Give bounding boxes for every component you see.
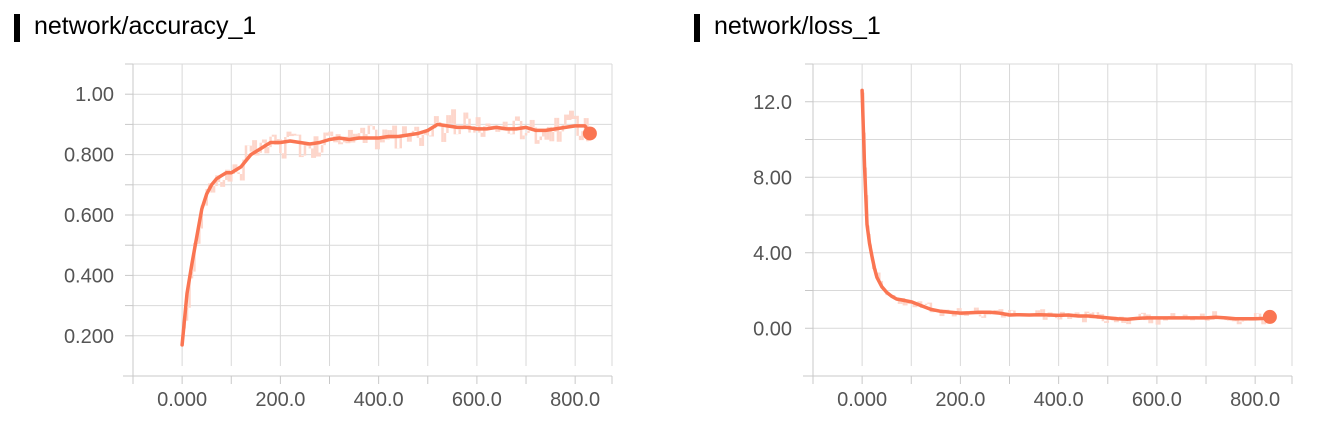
grid: [812, 63, 1293, 366]
x-axis: 0.000 200.0 400.0 600.0 800.0: [812, 376, 1293, 411]
y-tick-label: 0.600: [64, 205, 114, 227]
loss-chart-panel: network/loss_1 0.00 4.00 8.00 12.0 0.000 200.…: [680, 0, 1330, 428]
y-tick-label: 0.400: [64, 265, 114, 287]
series-line: [860, 88, 1272, 321]
x-tick-label: 200.0: [255, 389, 305, 411]
x-tick-label: 600.0: [1132, 389, 1182, 411]
x-tick-label: 200.0: [935, 389, 985, 411]
y-tick-label: 0.800: [64, 145, 114, 167]
chart-title: network/loss_1: [714, 12, 881, 40]
x-tick-label: 0.000: [157, 389, 207, 411]
x-tick-label: 0.000: [837, 389, 887, 411]
series-endpoint-marker[interactable]: [1262, 309, 1277, 324]
x-axis: 0.000 200.0 400.0 600.0 800.0: [132, 376, 613, 411]
grid: [132, 63, 613, 366]
accuracy-chart-panel: network/accuracy_1 0.200 0.400 0.600 0.800 1…: [0, 0, 650, 428]
y-tick-label: 4.00: [753, 243, 792, 265]
loss-chart[interactable]: 0.00 4.00 8.00 12.0 0.000 200.0 400.0 600.0 800.…: [680, 0, 1330, 428]
y-tick-label: 1.00: [75, 84, 114, 106]
x-tick-label: 600.0: [452, 389, 502, 411]
accuracy-chart[interactable]: 0.200 0.400 0.600 0.800 1.00 0.000 200.0 400.0 6…: [0, 0, 650, 428]
title-marker: [694, 14, 700, 42]
raw-series-band: [862, 92, 1269, 325]
title-marker: [14, 14, 20, 42]
series-endpoint-marker[interactable]: [582, 126, 597, 141]
y-tick-label: 0.00: [753, 318, 792, 340]
y-tick-label: 8.00: [753, 167, 792, 189]
y-tick-label: 12.0: [753, 92, 792, 114]
y-axis: 0.00 4.00 8.00 12.0: [753, 63, 813, 340]
raw-series-band: [183, 109, 589, 329]
x-tick-label: 800.0: [550, 389, 600, 411]
chart-title: network/accuracy_1: [34, 12, 257, 40]
x-tick-label: 400.0: [1034, 389, 1084, 411]
series-line: [180, 122, 592, 347]
x-tick-label: 800.0: [1230, 389, 1280, 411]
y-tick-label: 0.200: [64, 326, 114, 348]
y-axis: 0.200 0.400 0.600 0.800 1.00: [64, 63, 133, 348]
x-tick-label: 400.0: [354, 389, 404, 411]
